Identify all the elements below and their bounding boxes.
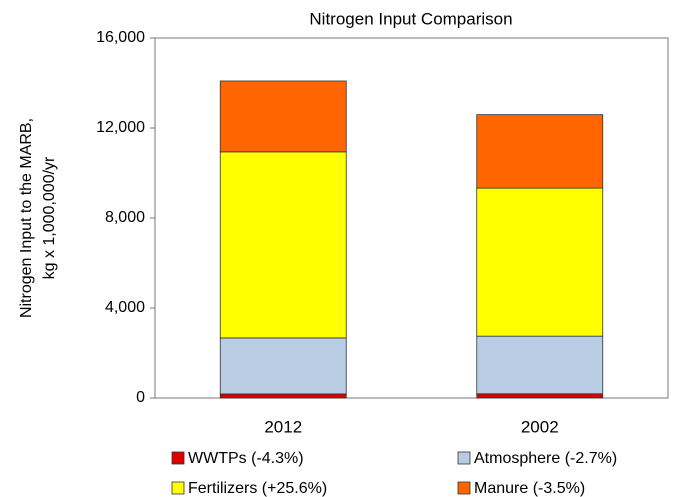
chart-title: Nitrogen Input Comparison (309, 9, 512, 28)
bar-segment (476, 393, 604, 399)
bar-segment (219, 393, 347, 399)
legend-label: Atmosphere (-2.7%) (474, 450, 617, 467)
x-tick-label: 2012 (264, 417, 302, 436)
y-axis-label: Nitrogen Input to the MARB, (18, 118, 35, 318)
y-tick-label: 16,000 (96, 29, 145, 46)
y-tick-label: 4,000 (105, 299, 145, 316)
bar-segment (476, 187, 604, 337)
legend-label: Fertilizers (+25.6%) (188, 480, 327, 497)
legend-swatch (457, 451, 471, 465)
x-tick-label: 2002 (521, 417, 559, 436)
bar-segment (219, 151, 347, 339)
y-tick-label: 12,000 (96, 119, 145, 136)
bar-segment (219, 337, 347, 395)
bar-segment (476, 114, 604, 189)
legend-swatch (171, 451, 185, 465)
legend-swatch (457, 481, 471, 495)
y-tick-label: 8,000 (105, 209, 145, 226)
y-tick-label: 0 (136, 389, 145, 406)
legend-label: WWTPs (-4.3%) (188, 450, 304, 467)
y-axis-label: kg x 1,000,000/yr (41, 156, 58, 279)
bar-segment (476, 335, 604, 395)
legend-label: Manure (-3.5%) (474, 480, 585, 497)
bar-segment (219, 80, 347, 153)
legend-swatch (171, 481, 185, 495)
